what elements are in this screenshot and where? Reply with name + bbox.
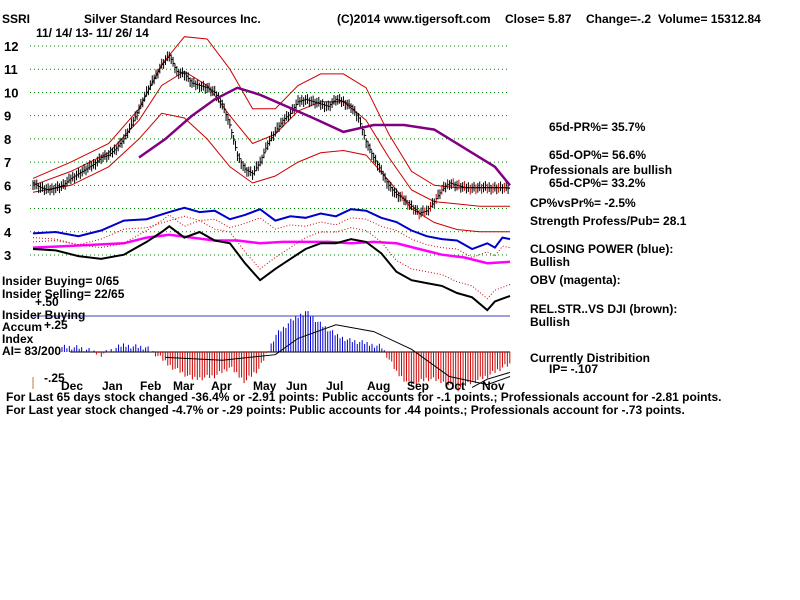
insider-buying-label: Insider Buying [2, 308, 86, 322]
month-label: Apr [211, 379, 232, 393]
month-label: Nov [482, 379, 505, 393]
y-tick-label: 5 [4, 202, 11, 217]
ai-moving-average [165, 324, 511, 386]
month-label: Jul [326, 379, 343, 393]
month-label: Aug [367, 379, 390, 393]
footer-65-days: For Last 65 days stock changed -36.4% or… [6, 390, 722, 404]
obv-label: OBV (magenta): [530, 273, 621, 287]
insider-buying-count: Insider Buying= 0/65 [2, 274, 120, 288]
pr-percent: 65d-PR%= 35.7% [549, 120, 646, 134]
ai-scale-plus25: +.25 [44, 318, 68, 332]
y-tick-label: 8 [4, 132, 11, 147]
closing-power-ma [32, 215, 511, 259]
ai-value: AI= 83/200 [2, 344, 62, 358]
accum-label: Accum [2, 320, 43, 334]
price-y-axis: 12 11 10 9 8 7 6 5 4 3 [4, 39, 18, 263]
moving-average-line [138, 86, 511, 187]
y-tick-label: 3 [4, 248, 11, 263]
op-percent: 65d-OP%= 56.6% [549, 148, 647, 162]
volume-value: Volume= 15312.84 [658, 12, 761, 26]
month-label: Oct [445, 379, 465, 393]
close-value: Close= 5.87 [505, 12, 572, 26]
month-label: Feb [140, 379, 161, 393]
footer-last-year: For Last year stock changed -4.7% or -.2… [6, 403, 685, 417]
index-label: Index [2, 332, 34, 346]
y-tick-label: 9 [4, 109, 11, 124]
closing-power-label: CLOSING POWER (blue): [530, 242, 674, 256]
price-bars [32, 51, 511, 220]
month-axis: Dec Jan Feb Mar Apr May Jun Jul Aug Sep Oct Nov [32, 377, 505, 393]
month-label: Jun [286, 379, 307, 393]
distribution-status: Currently Distribition [530, 351, 651, 365]
ai-trend-line [471, 371, 511, 388]
insider-selling-count: Insider Selling= 22/65 [2, 287, 125, 301]
cp-percent: 65d-CP%= 33.2% [549, 176, 646, 190]
month-label: Sep [407, 379, 429, 393]
copyright: (C)2014 www.tigersoft.com [337, 12, 491, 26]
upper-band [32, 36, 510, 189]
y-tick-label: 4 [4, 225, 12, 240]
professionals-status: Professionals are bullish [530, 163, 673, 177]
rel-strength-line [32, 225, 511, 312]
month-label: Jan [102, 379, 123, 393]
rs-scale-plus50: +.50 [35, 295, 59, 309]
cp-vs-pr: CP%vsPr%= -2.5% [530, 196, 636, 210]
ai-scale-minus25: -.25 [44, 371, 65, 385]
y-tick-label: 7 [4, 155, 11, 170]
moving-average [138, 86, 511, 187]
rel-strength-status: Bullish [530, 315, 571, 329]
strength-ratio: Strength Profess/Pub= 28.1 [530, 214, 687, 228]
month-label: Dec [61, 379, 83, 393]
change-value: Change=-.2 [586, 12, 652, 26]
month-label: May [253, 379, 277, 393]
y-tick-label: 12 [4, 39, 18, 54]
y-tick-label: 11 [4, 62, 18, 77]
closing-power-panel [32, 206, 511, 259]
company-name: Silver Standard Resources Inc. [84, 12, 261, 26]
obv-line [32, 233, 511, 265]
obv-panel [32, 233, 511, 265]
accum-index-panel [59, 311, 511, 392]
ticker-symbol: SSRI [2, 12, 31, 26]
rel-strength-panel [32, 214, 511, 317]
y-tick-label: 6 [4, 178, 11, 193]
closing-power-status: Bullish [530, 255, 571, 269]
ip-value: IP= -.107 [549, 362, 599, 376]
date-range: 11/ 14/ 13- 11/ 26/ 14 [36, 26, 149, 40]
month-label: Mar [173, 379, 195, 393]
closing-power-line [32, 206, 511, 251]
y-tick-label: 10 [4, 85, 18, 100]
lower-band [32, 112, 510, 233]
rel-strength-label: REL.STR..VS DJI (brown): [530, 302, 678, 316]
